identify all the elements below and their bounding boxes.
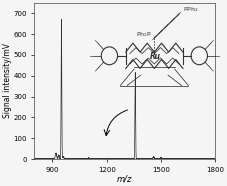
X-axis label: m/z: m/z [117,174,132,183]
Text: Ph$_2$P: Ph$_2$P [136,30,152,39]
Text: PPh$_2$: PPh$_2$ [183,5,199,14]
Text: Ru: Ru [150,52,160,62]
Y-axis label: Signal intensity/mV: Signal intensity/mV [3,44,12,118]
